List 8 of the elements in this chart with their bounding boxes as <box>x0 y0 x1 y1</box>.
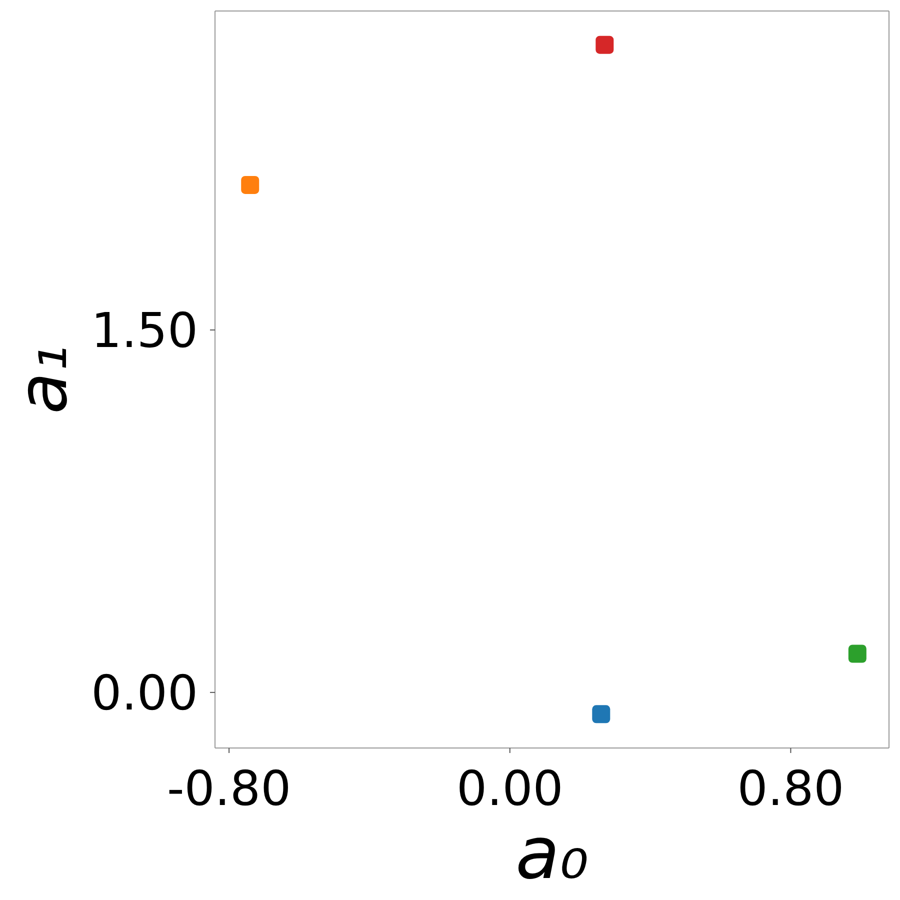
x-tick-label: 0.80 <box>737 761 844 818</box>
point <box>596 36 614 54</box>
point <box>848 644 866 663</box>
point <box>592 705 610 724</box>
point <box>241 176 260 194</box>
x-tick-label: -0.80 <box>166 761 292 818</box>
y-axis-title: a₁ <box>4 345 83 414</box>
y-tick-label: 1.50 <box>91 303 198 360</box>
